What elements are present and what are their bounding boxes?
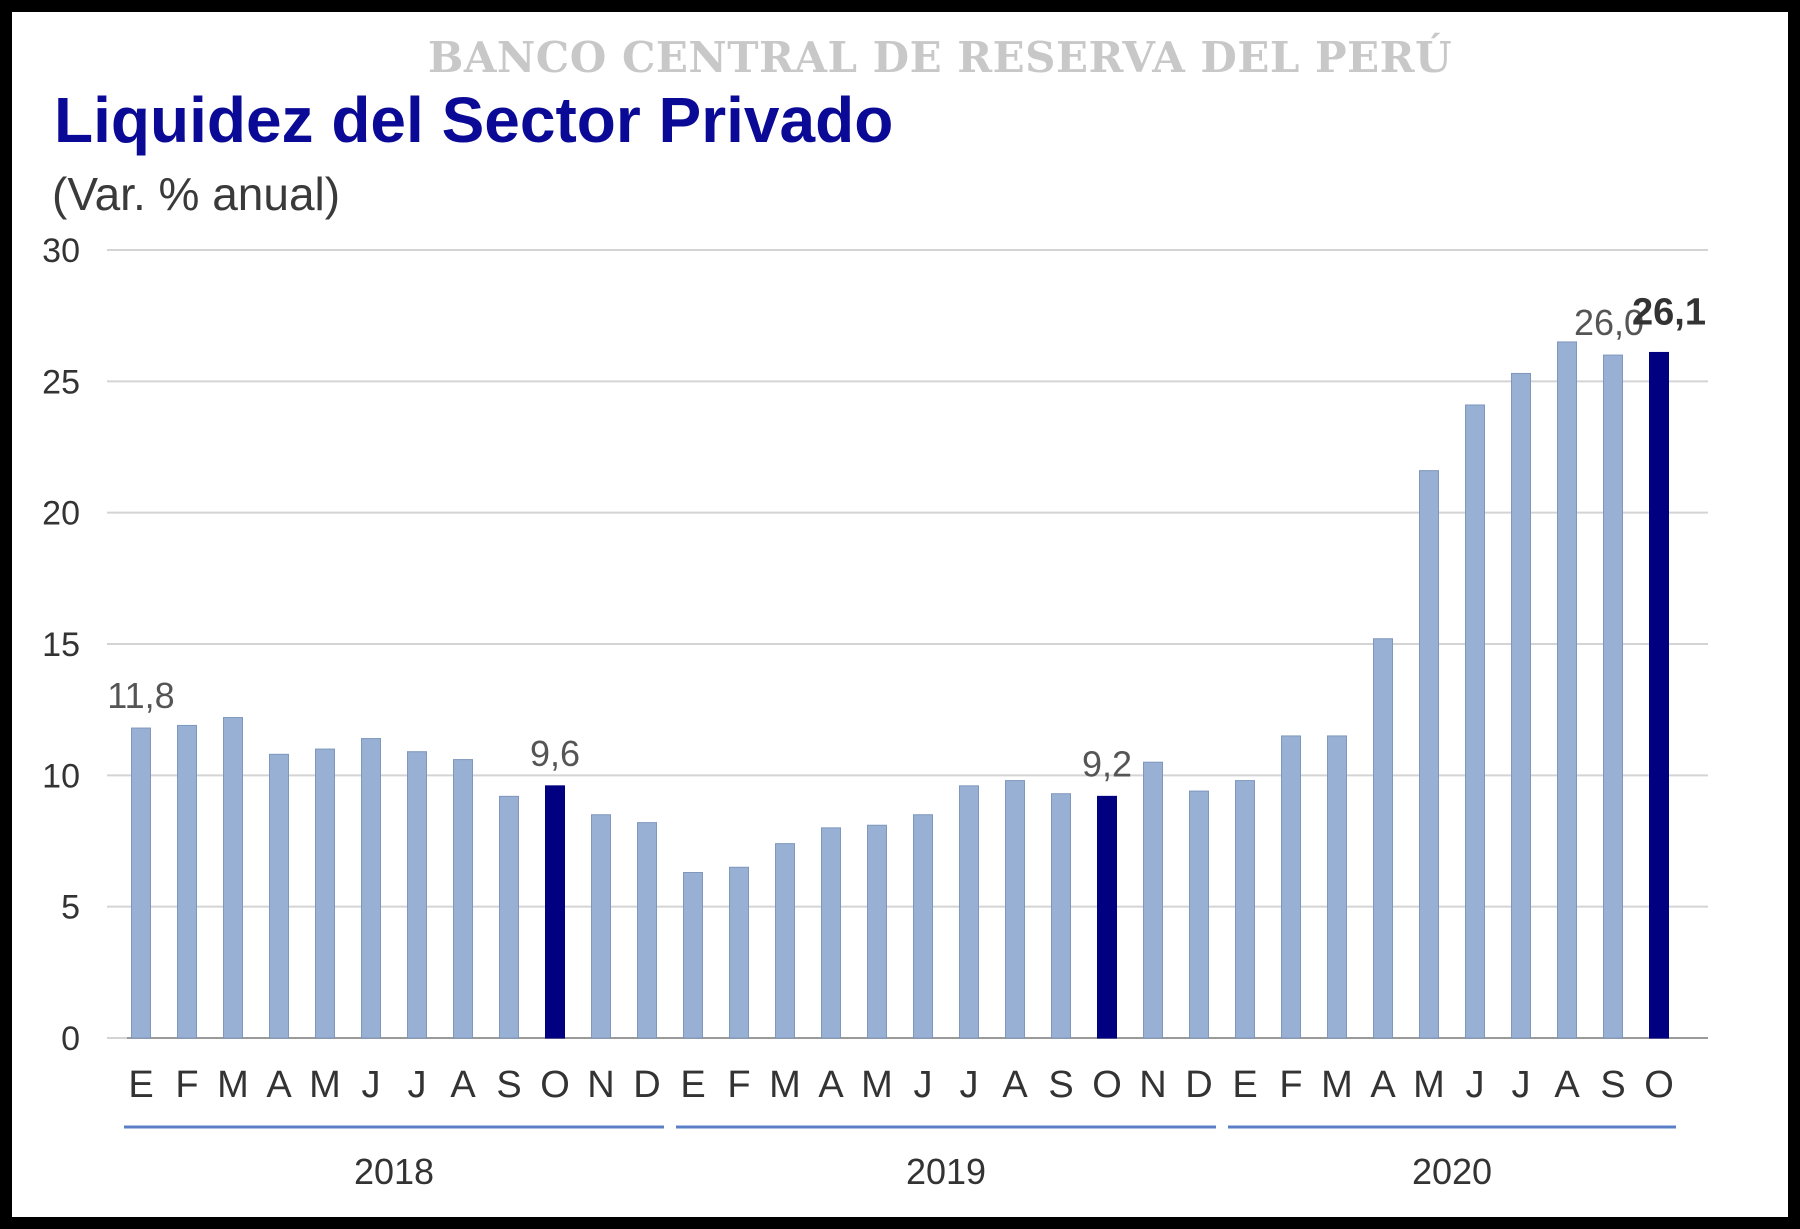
x-tick-label: A (450, 1064, 476, 1106)
x-tick-label: A (266, 1064, 292, 1106)
x-tick-label: D (633, 1064, 660, 1106)
x-tick-label: F (727, 1064, 750, 1106)
chart-subtitle: (Var. % anual) (52, 168, 340, 220)
bar (1189, 790, 1209, 1039)
x-tick-label: N (587, 1064, 614, 1106)
institution-name: BANCO CENTRAL DE RESERVA DEL PERÚ (428, 32, 1452, 82)
bar (1511, 372, 1531, 1039)
x-tick-label: A (1554, 1064, 1580, 1106)
bar (315, 748, 335, 1039)
bar (223, 717, 243, 1039)
y-tick-label: 0 (61, 1020, 80, 1058)
bar (269, 753, 289, 1039)
x-tick-label: M (309, 1064, 341, 1106)
x-tick-label: O (1644, 1064, 1674, 1106)
data-label: 9,6 (530, 733, 580, 774)
bar (1235, 780, 1255, 1039)
y-tick-label: 25 (42, 363, 80, 401)
x-tick-label: J (914, 1064, 933, 1106)
y-tick-label: 15 (42, 626, 80, 664)
bar (131, 727, 151, 1039)
bar (1281, 735, 1301, 1039)
bar-highlighted (1649, 351, 1669, 1039)
bar (775, 843, 795, 1039)
bar (729, 866, 749, 1039)
data-label: 11,8 (107, 675, 174, 716)
bars (131, 341, 1669, 1039)
bar (1419, 470, 1439, 1039)
data-label: 26,0 (1574, 302, 1644, 343)
x-tick-label: A (1370, 1064, 1396, 1106)
data-label: 26,1 (1632, 291, 1706, 333)
bar (683, 872, 703, 1039)
data-label: 9,2 (1082, 743, 1132, 784)
x-tick-label: S (1600, 1064, 1625, 1106)
x-tick-label: D (1185, 1064, 1212, 1106)
x-tick-label: F (1279, 1064, 1302, 1106)
bar (637, 822, 657, 1039)
x-tick-label: S (496, 1064, 521, 1106)
bar (591, 814, 611, 1039)
x-tick-label: F (175, 1064, 198, 1106)
x-tick-label: J (960, 1064, 979, 1106)
chart-panel: BANCO CENTRAL DE RESERVA DEL PERÚ Liquid… (12, 12, 1788, 1217)
bar (407, 751, 427, 1039)
x-tick-label: M (861, 1064, 893, 1106)
y-tick-label: 10 (42, 757, 80, 795)
bar-highlighted (545, 785, 565, 1039)
year-groups: 2018 2019 2020 (124, 1125, 1676, 1192)
x-tick-label: J (408, 1064, 427, 1106)
x-tick-label: O (540, 1064, 570, 1106)
bar (177, 724, 197, 1039)
x-tick-label: M (217, 1064, 249, 1106)
data-labels: 11,8 9,6 9,2 26,026,1 (107, 291, 1706, 784)
x-tick-label: J (1512, 1064, 1531, 1106)
bar (1005, 780, 1025, 1039)
x-tick-label: A (818, 1064, 844, 1106)
y-tick-label: 5 (61, 889, 80, 927)
bar-highlighted (1097, 795, 1117, 1039)
year-label: 2018 (354, 1151, 434, 1192)
bar (1603, 354, 1623, 1039)
bar (959, 785, 979, 1039)
year-label: 2020 (1412, 1151, 1492, 1192)
y-axis-ticks: 0 5 10 15 20 25 30 (42, 232, 80, 1058)
chart-title: Liquidez del Sector Privado (54, 84, 893, 156)
x-tick-label: S (1048, 1064, 1073, 1106)
bar (453, 759, 473, 1039)
bar-chart: BANCO CENTRAL DE RESERVA DEL PERÚ Liquid… (42, 32, 1708, 1192)
bar (1373, 638, 1393, 1039)
x-tick-label: J (1466, 1064, 1485, 1106)
bar (1557, 341, 1577, 1039)
x-tick-label: O (1092, 1064, 1122, 1106)
bar (1051, 793, 1071, 1039)
x-tick-label: M (1413, 1064, 1445, 1106)
bar (1143, 761, 1163, 1039)
x-tick-label: J (362, 1064, 381, 1106)
y-tick-label: 30 (42, 232, 80, 270)
x-tick-label: A (1002, 1064, 1028, 1106)
x-tick-label: E (680, 1064, 705, 1106)
bar (913, 814, 933, 1039)
x-tick-label: M (1321, 1064, 1353, 1106)
y-tick-label: 20 (42, 495, 80, 533)
bar (867, 824, 887, 1039)
year-label: 2019 (906, 1151, 986, 1192)
x-tick-label: E (1232, 1064, 1257, 1106)
bar (1465, 404, 1485, 1039)
x-tick-label: E (128, 1064, 153, 1106)
x-tick-label: N (1139, 1064, 1166, 1106)
bar (499, 795, 519, 1039)
bar (361, 738, 381, 1039)
bar (1327, 735, 1347, 1039)
x-tick-label: M (769, 1064, 801, 1106)
bar (821, 827, 841, 1039)
